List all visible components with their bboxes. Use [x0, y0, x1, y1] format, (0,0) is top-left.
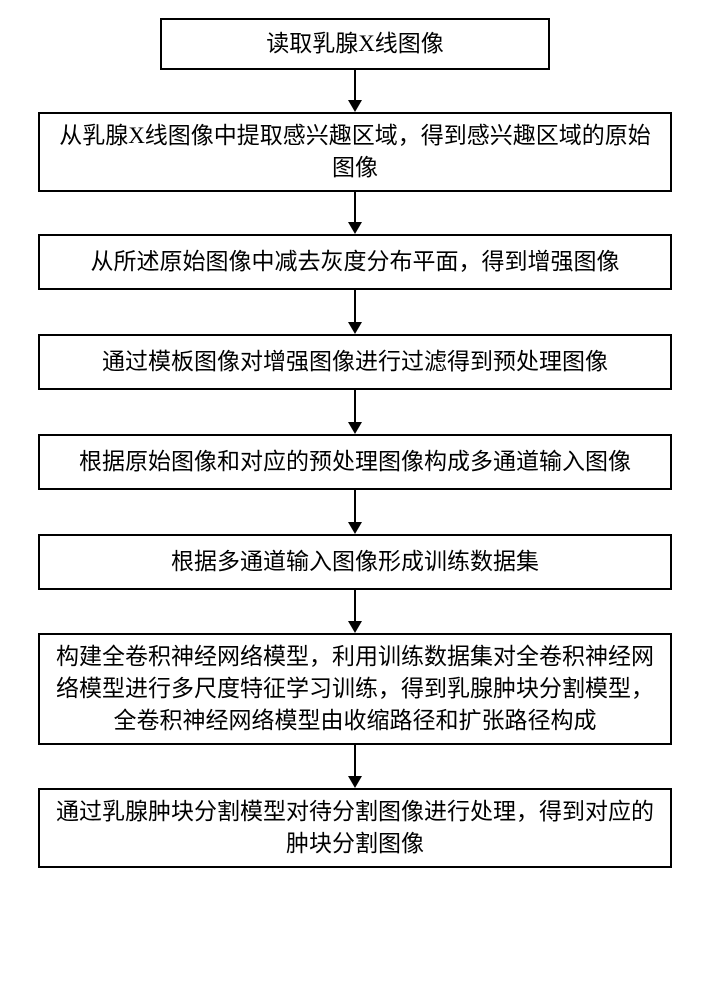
- flow-node-label: 通过模板图像对增强图像进行过滤得到预处理图像: [102, 346, 608, 378]
- flow-node-4: 通过模板图像对增强图像进行过滤得到预处理图像: [38, 334, 672, 390]
- flow-arrow-head: [348, 100, 362, 112]
- flow-arrow-head: [348, 222, 362, 234]
- flow-arrow-head: [348, 522, 362, 534]
- flow-node-label: 从乳腺X线图像中提取感兴趣区域，得到感兴趣区域的原始图像: [52, 120, 658, 184]
- flow-arrow-shaft: [354, 390, 356, 422]
- flow-node-label: 读取乳腺X线图像: [266, 28, 444, 60]
- flow-node-8: 通过乳腺肿块分割模型对待分割图像进行处理，得到对应的肿块分割图像: [38, 788, 672, 868]
- flow-arrow-shaft: [354, 70, 356, 100]
- flow-arrow-head: [348, 776, 362, 788]
- flow-node-label: 根据多通道输入图像形成训练数据集: [171, 546, 539, 578]
- flow-node-5: 根据原始图像和对应的预处理图像构成多通道输入图像: [38, 434, 672, 490]
- flow-node-2: 从乳腺X线图像中提取感兴趣区域，得到感兴趣区域的原始图像: [38, 112, 672, 192]
- flow-arrow-shaft: [354, 490, 356, 522]
- flow-node-label: 从所述原始图像中减去灰度分布平面，得到增强图像: [91, 246, 620, 278]
- flow-arrow-shaft: [354, 745, 356, 776]
- flow-node-label: 构建全卷积神经网络模型，利用训练数据集对全卷积神经网络模型进行多尺度特征学习训练…: [52, 641, 658, 738]
- flow-node-6: 根据多通道输入图像形成训练数据集: [38, 534, 672, 590]
- flow-arrow-shaft: [354, 590, 356, 621]
- flow-node-7: 构建全卷积神经网络模型，利用训练数据集对全卷积神经网络模型进行多尺度特征学习训练…: [38, 633, 672, 745]
- flow-arrow-head: [348, 322, 362, 334]
- flow-node-label: 通过乳腺肿块分割模型对待分割图像进行处理，得到对应的肿块分割图像: [52, 796, 658, 860]
- flow-arrow-shaft: [354, 192, 356, 222]
- flow-arrow-head: [348, 621, 362, 633]
- flow-arrow-head: [348, 422, 362, 434]
- flow-arrow-shaft: [354, 290, 356, 322]
- flow-node-3: 从所述原始图像中减去灰度分布平面，得到增强图像: [38, 234, 672, 290]
- flow-node-label: 根据原始图像和对应的预处理图像构成多通道输入图像: [79, 446, 631, 478]
- flow-node-1: 读取乳腺X线图像: [160, 18, 550, 70]
